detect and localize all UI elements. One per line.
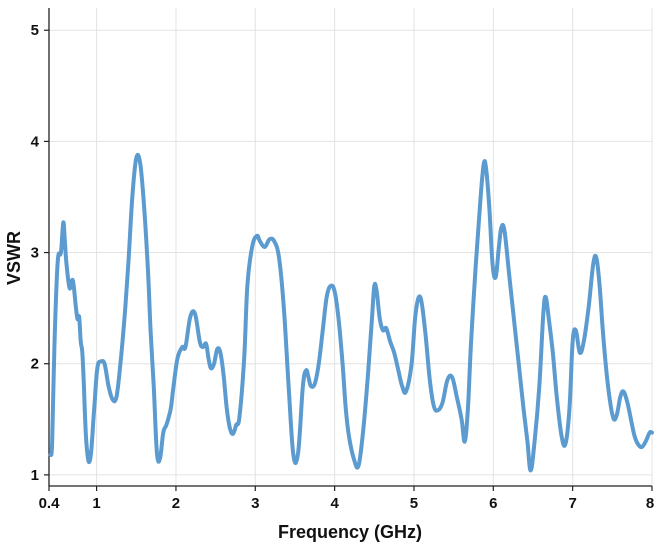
x-tick-label: 4 xyxy=(330,495,339,512)
y-tick-label: 5 xyxy=(31,22,39,39)
y-tick-label: 1 xyxy=(31,467,39,484)
vswr-series-line xyxy=(48,152,654,473)
axes xyxy=(44,8,653,491)
y-tick-label: 4 xyxy=(31,133,40,150)
x-tick-label: 8 xyxy=(646,495,654,512)
y-tick-label: 3 xyxy=(31,245,39,262)
y-axis-title: VSWR xyxy=(4,231,24,285)
x-tick-label: 3 xyxy=(251,495,259,512)
x-tick-label: 7 xyxy=(568,495,576,512)
x-tick-label: 2 xyxy=(172,495,180,512)
x-tick-label: 0.4 xyxy=(39,495,61,512)
grid xyxy=(49,8,653,486)
series xyxy=(48,152,654,473)
x-axis-title: Frequency (GHz) xyxy=(278,522,422,542)
x-tick-label: 1 xyxy=(92,495,100,512)
y-tick-label: 2 xyxy=(31,356,39,373)
x-tick-label: 5 xyxy=(410,495,418,512)
x-tick-label: 6 xyxy=(489,495,497,512)
